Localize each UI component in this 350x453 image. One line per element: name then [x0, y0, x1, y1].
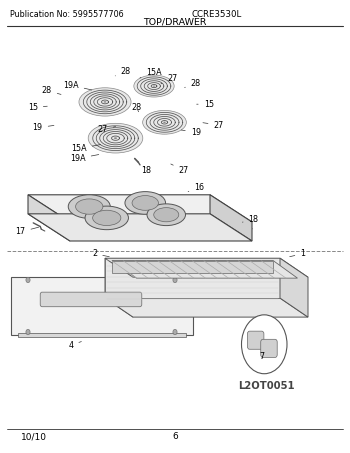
Text: 28: 28 — [132, 103, 141, 112]
Text: 19A: 19A — [70, 154, 99, 163]
Text: 15: 15 — [197, 100, 214, 109]
Ellipse shape — [125, 192, 166, 214]
Text: 27: 27 — [161, 74, 177, 84]
Text: 28: 28 — [42, 86, 61, 95]
Text: 18: 18 — [243, 215, 259, 224]
Circle shape — [173, 277, 177, 283]
Ellipse shape — [153, 86, 155, 87]
FancyBboxPatch shape — [40, 292, 142, 307]
Text: 28: 28 — [115, 67, 131, 76]
FancyBboxPatch shape — [261, 339, 277, 357]
Ellipse shape — [147, 204, 186, 226]
Circle shape — [26, 329, 30, 335]
Polygon shape — [105, 298, 308, 317]
Ellipse shape — [88, 123, 143, 153]
Text: L2OT0051: L2OT0051 — [238, 381, 294, 391]
Text: 1: 1 — [290, 249, 305, 258]
Text: 10/10: 10/10 — [21, 432, 47, 441]
Text: CCRE3530L: CCRE3530L — [192, 10, 242, 19]
Text: 18: 18 — [141, 166, 151, 175]
Ellipse shape — [85, 206, 128, 230]
Ellipse shape — [163, 121, 166, 123]
Text: 28: 28 — [185, 79, 201, 88]
Polygon shape — [28, 214, 252, 241]
Ellipse shape — [93, 210, 121, 226]
Polygon shape — [280, 258, 308, 317]
Polygon shape — [105, 258, 133, 317]
Polygon shape — [28, 195, 252, 222]
Polygon shape — [105, 258, 280, 298]
Ellipse shape — [143, 111, 186, 134]
Text: 27: 27 — [171, 164, 189, 175]
Ellipse shape — [134, 75, 174, 97]
Polygon shape — [210, 195, 252, 241]
Polygon shape — [28, 195, 70, 241]
Ellipse shape — [132, 196, 159, 210]
Text: Publication No: 5995577706: Publication No: 5995577706 — [10, 10, 124, 19]
Circle shape — [173, 329, 177, 335]
Text: 2: 2 — [92, 249, 109, 258]
Polygon shape — [18, 333, 186, 337]
Circle shape — [241, 315, 287, 374]
Text: 17: 17 — [15, 227, 38, 236]
Text: 16: 16 — [188, 183, 204, 193]
Text: 15A: 15A — [71, 144, 100, 153]
Ellipse shape — [79, 88, 131, 116]
Polygon shape — [105, 258, 308, 277]
Polygon shape — [112, 261, 273, 273]
Polygon shape — [112, 260, 298, 278]
Text: 19A: 19A — [63, 81, 92, 90]
Ellipse shape — [154, 207, 179, 222]
Text: 19: 19 — [181, 128, 201, 137]
Text: 4: 4 — [69, 341, 82, 350]
Text: 27: 27 — [203, 120, 224, 130]
Text: 15A: 15A — [140, 68, 162, 78]
Text: TOP/DRAWER: TOP/DRAWER — [143, 17, 207, 26]
Ellipse shape — [76, 199, 103, 214]
Circle shape — [26, 277, 30, 283]
Text: 15: 15 — [28, 103, 47, 112]
FancyBboxPatch shape — [247, 331, 264, 349]
Ellipse shape — [114, 137, 117, 139]
Ellipse shape — [68, 195, 110, 218]
Polygon shape — [10, 277, 192, 335]
Text: 27: 27 — [98, 125, 116, 134]
Text: 6: 6 — [172, 432, 178, 441]
Text: 19: 19 — [33, 123, 54, 132]
Text: 7: 7 — [259, 352, 264, 361]
Ellipse shape — [104, 101, 106, 103]
